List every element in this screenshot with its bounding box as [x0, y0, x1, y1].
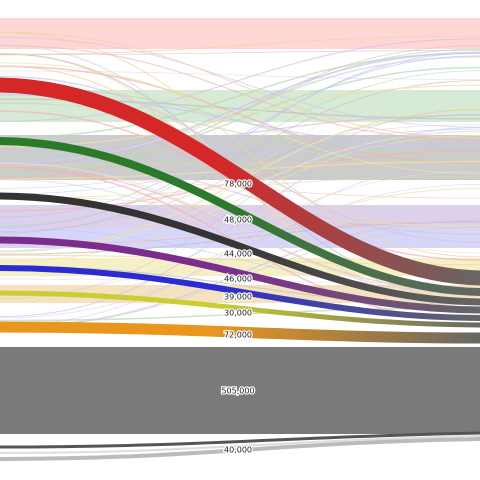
flow-label: 39,000 — [224, 293, 252, 302]
flow-label: 44,000 — [224, 250, 252, 259]
background-band — [0, 18, 480, 49]
faint-flow-line — [0, 102, 480, 164]
flow-label: 72,000 — [224, 331, 252, 340]
flow-labels: 78,000 48,000 44,000 46,000 39,000 30,000 72,0… — [220, 178, 256, 456]
flow-ribbon — [0, 321, 480, 344]
faint-flow-line — [0, 162, 480, 296]
faint-flow-line — [0, 66, 480, 172]
flow-ribbon — [0, 236, 480, 314]
faint-flow-line — [0, 227, 480, 328]
bottom-flow-strokes — [0, 431, 480, 461]
faint-flow-line — [0, 55, 480, 218]
flow-ribbon — [0, 192, 480, 306]
faint-flow-line — [0, 84, 480, 148]
faint-flow-line — [0, 153, 480, 235]
faint-flow-line — [0, 62, 480, 174]
faint-flow-line — [0, 50, 480, 56]
flow-label: 46,000 — [224, 275, 252, 284]
flow-ribbons — [0, 77, 480, 434]
flow-label: 505,000 — [221, 387, 254, 396]
flow-ribbon — [0, 77, 480, 286]
flow-label: 48,000 — [224, 216, 252, 225]
faint-flow-line — [0, 32, 480, 258]
flow-ribbon — [0, 431, 480, 449]
faint-flow-line — [0, 35, 480, 56]
flow-ribbon — [0, 435, 480, 454]
faint-flow-line — [0, 45, 480, 179]
flow-ribbon — [0, 265, 480, 321]
faint-flow-line — [0, 70, 480, 227]
flow-label: 30,000 — [224, 309, 252, 318]
faint-flow-line — [0, 31, 480, 139]
faint-flow-line — [0, 44, 480, 142]
flow-ribbon — [0, 137, 480, 296]
faint-flow-line — [0, 135, 480, 263]
faint-flow-line — [0, 307, 480, 322]
flow-label: 40,000 — [224, 446, 252, 455]
faint-flow-line — [0, 124, 480, 189]
flow-ribbon — [0, 290, 480, 328]
faint-flow-line — [0, 36, 480, 128]
faint-flow-line — [0, 70, 480, 80]
faint-flow-line — [0, 109, 480, 300]
faint-flow-line — [0, 38, 480, 122]
flow-block — [0, 347, 480, 434]
faint-flow-line — [0, 142, 480, 163]
flow-ribbon — [0, 437, 480, 461]
faint-flow-line — [0, 51, 480, 163]
flow-label: 78,000 — [224, 180, 252, 189]
faint-flow-line — [0, 184, 480, 319]
